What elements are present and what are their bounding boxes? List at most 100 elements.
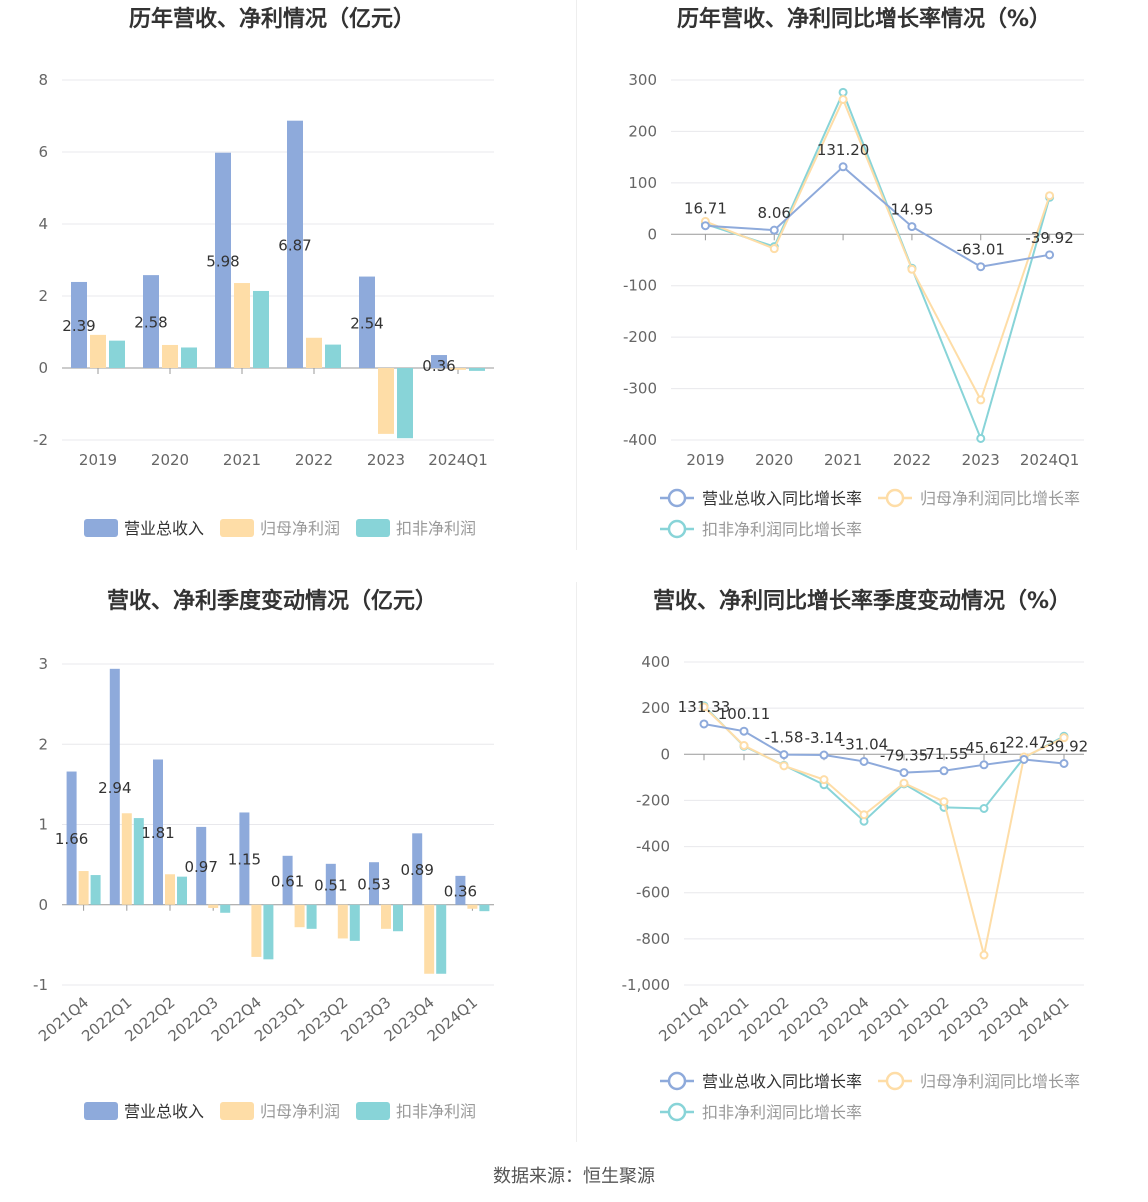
bar (378, 368, 394, 434)
y-tick-label: 400 (641, 653, 670, 671)
data-point (819, 775, 829, 785)
bar (450, 368, 466, 370)
bar (431, 355, 447, 368)
data-label: 131.20 (817, 141, 870, 159)
data-point (838, 95, 848, 105)
y-tick-label: 200 (628, 122, 657, 140)
chart-quarterly-growth-line: 营收、净利同比增长率季度变动情况（%） -1,000 -800 -600 -400 -20… (576, 580, 1148, 1150)
data-label: 0.51 (314, 876, 347, 894)
bar (325, 344, 341, 368)
data-label: 16.71 (684, 200, 727, 218)
data-label: -63.01 (957, 241, 1005, 259)
data-label: 1.66 (55, 830, 88, 848)
legend-label: 归母净利润同比增长率 (920, 1072, 1080, 1091)
bar (215, 152, 231, 368)
data-label: -3.14 (805, 729, 844, 747)
y-tick-label: 6 (38, 143, 48, 161)
data-label: -31.04 (840, 735, 888, 753)
y-tick-label: 3 (38, 655, 48, 673)
y-tick-label: -800 (636, 930, 670, 948)
data-label: 2.58 (134, 314, 167, 332)
data-point (907, 222, 917, 232)
data-point (939, 797, 949, 807)
data-point (1045, 250, 1055, 260)
bar (369, 862, 379, 905)
x-tick-label: 2023 (367, 451, 405, 469)
legend-label: 扣非净利润同比增长率 (702, 1103, 862, 1122)
legend-swatch (84, 519, 118, 537)
x-tick-label: 2023 (962, 451, 1000, 469)
bar (436, 904, 447, 974)
data-point (976, 433, 986, 443)
x-tick-label: 2021 (223, 451, 261, 469)
y-tick-label: -400 (623, 431, 657, 449)
chart-title: 营收、净利季度变动情况（亿元） (107, 588, 437, 614)
y-tick-label: -1 (33, 976, 48, 994)
y-tick-label: 100 (628, 174, 657, 192)
data-point (859, 810, 869, 820)
bar (467, 904, 478, 909)
bar (153, 759, 163, 905)
bar (78, 871, 89, 905)
bar (109, 668, 120, 905)
data-label: -39.92 (1040, 737, 1088, 755)
y-tick-label: 0 (647, 225, 657, 243)
data-label: 5.98 (206, 252, 239, 270)
bar (397, 368, 413, 439)
bar (424, 904, 435, 974)
chart-quarterly-bar: 营收、净利季度变动情况（亿元） -1 0 1 2 3 2021Q4 2022Q1 2022Q2 2… (0, 580, 576, 1150)
bar (165, 874, 175, 905)
data-point (976, 262, 986, 272)
legend-marker (885, 1071, 905, 1091)
y-tick-label: 1 (38, 816, 48, 834)
y-tick-label: -200 (636, 791, 670, 809)
legend-label: 归母净利润 (260, 519, 340, 538)
data-label: 6.87 (278, 236, 311, 254)
legend-label: 营业总收入同比增长率 (702, 489, 862, 508)
chart-annual-growth-svg: 历年营收、净利同比增长率情况（%） -400 -300 -200 -100 0 100 200… (623, 6, 1084, 539)
data-point (779, 761, 789, 771)
legend-label: 营业总收入 (124, 519, 204, 538)
data-label: 2.39 (62, 317, 95, 335)
data-label: 0.61 (271, 872, 304, 890)
data-point (769, 244, 779, 254)
data-label: -45.61 (960, 739, 1008, 757)
data-point (739, 726, 749, 736)
data-label: -39.92 (1025, 229, 1073, 247)
x-tick-label: 2022 (893, 451, 931, 469)
bar (469, 368, 485, 371)
legend-marker (667, 1071, 687, 1091)
data-label: 1.81 (141, 824, 174, 842)
y-tick-label: 200 (641, 699, 670, 717)
data-label: -1.58 (765, 729, 804, 747)
y-tick-label: -2 (33, 431, 48, 449)
legend-swatch (356, 1102, 390, 1120)
legend-label: 扣非净利润同比增长率 (702, 520, 862, 539)
series-line (703, 723, 1065, 774)
chart-annual-bar-svg: 历年营收、净利情况（亿元） -2 0 2 4 6 8 2019 2020 2021 2022 2023… (33, 6, 494, 538)
data-point (979, 804, 989, 814)
bar (306, 337, 322, 368)
series-line (703, 706, 1065, 956)
bar (162, 344, 178, 368)
legend-marker (885, 488, 905, 508)
data-label: 2.94 (98, 779, 131, 797)
bar (220, 904, 231, 913)
data-source: 数据来源：恒生聚源 (493, 1166, 655, 1187)
bar (109, 340, 125, 368)
data-point (976, 395, 986, 405)
bar (208, 904, 219, 908)
data-label: -79.35 (880, 747, 928, 765)
bar (306, 904, 317, 929)
y-tick-label: -300 (623, 380, 657, 398)
data-point (1045, 191, 1055, 201)
y-tick-label: 0 (38, 359, 48, 377)
data-point (859, 756, 869, 766)
divider-top (576, 0, 577, 550)
y-tick-label: 300 (628, 71, 657, 89)
x-tick-label: 2022 (295, 451, 333, 469)
bar (71, 281, 87, 368)
data-label: 0.53 (357, 875, 390, 893)
data-point (700, 221, 710, 231)
legend-swatch (84, 1102, 118, 1120)
